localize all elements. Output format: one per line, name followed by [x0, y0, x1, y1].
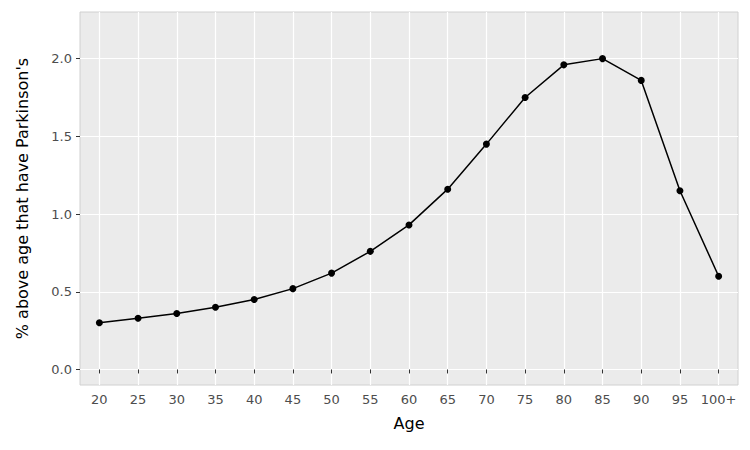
- svg-text:100+: 100+: [701, 392, 737, 407]
- svg-text:0.0: 0.0: [51, 362, 72, 377]
- svg-text:75: 75: [517, 392, 534, 407]
- svg-text:0.5: 0.5: [51, 284, 72, 299]
- svg-text:Age: Age: [394, 414, 425, 433]
- svg-text:65: 65: [439, 392, 456, 407]
- svg-text:1.0: 1.0: [51, 207, 72, 222]
- svg-text:85: 85: [594, 392, 611, 407]
- svg-text:55: 55: [362, 392, 379, 407]
- svg-text:80: 80: [556, 392, 573, 407]
- svg-text:95: 95: [672, 392, 689, 407]
- svg-text:% above age that have Parkinso: % above age that have Parkinson's: [13, 58, 32, 339]
- svg-text:90: 90: [633, 392, 650, 407]
- svg-text:2.0: 2.0: [51, 51, 72, 66]
- svg-text:60: 60: [401, 392, 418, 407]
- svg-text:35: 35: [207, 392, 224, 407]
- svg-text:40: 40: [246, 392, 263, 407]
- svg-text:20: 20: [91, 392, 108, 407]
- svg-text:70: 70: [478, 392, 495, 407]
- svg-text:30: 30: [168, 392, 185, 407]
- svg-text:25: 25: [130, 392, 147, 407]
- svg-text:1.5: 1.5: [51, 129, 72, 144]
- svg-text:50: 50: [323, 392, 340, 407]
- svg-text:45: 45: [285, 392, 302, 407]
